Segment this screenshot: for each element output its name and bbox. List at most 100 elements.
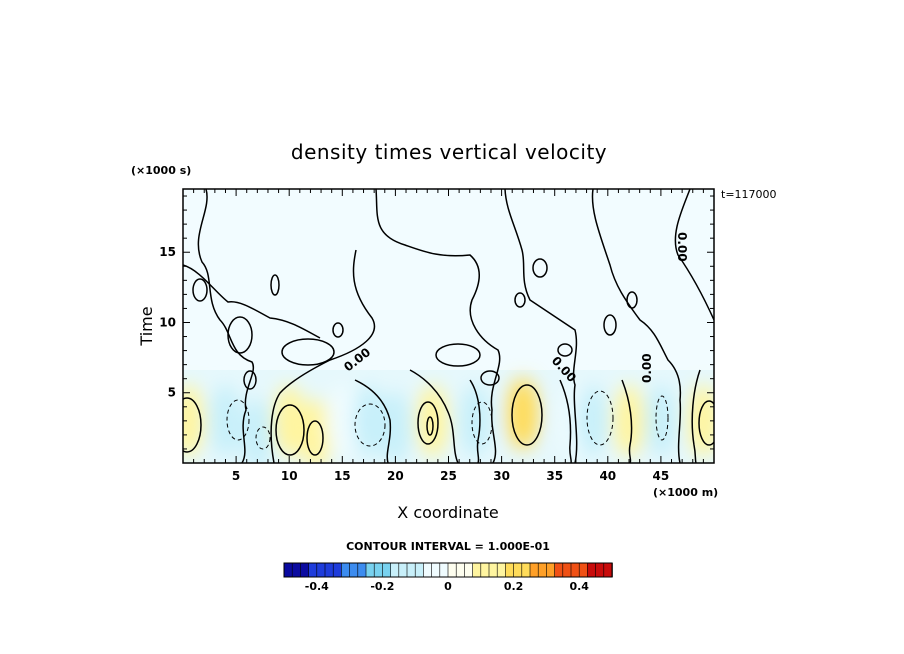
contour-island-13 [557, 343, 573, 357]
x-axis-label: X coordinate [397, 503, 498, 522]
contour-negative-4 [471, 401, 493, 445]
colorbar-swatch [546, 562, 556, 578]
colorbar-swatch [357, 562, 367, 578]
colorbar-tick-label: 0.4 [569, 580, 589, 593]
chart-title: density times vertical velocity [291, 140, 607, 164]
contour-interval-label: CONTOUR INTERVAL = 1.000E-01 [346, 540, 550, 553]
negative-contours [226, 390, 669, 450]
field-blob-1 [183, 384, 205, 457]
contour-solid-9 [354, 379, 392, 463]
contour-negative-6 [655, 395, 669, 441]
colorbar-swatch [587, 562, 597, 578]
contour-lines [183, 189, 714, 463]
contour-island-9 [332, 322, 344, 338]
y-tick-label: 10 [159, 315, 176, 329]
colorbar-swatch [513, 562, 523, 578]
colorbar-tick-label: -0.2 [370, 580, 394, 593]
colorbar-swatch [595, 562, 605, 578]
contour-positive-core [426, 416, 434, 436]
colorbar-tick-label: 0 [444, 580, 452, 593]
contour-island-5 [243, 370, 257, 390]
colorbar-swatch [439, 562, 449, 578]
contour-negative-1 [226, 399, 250, 441]
x-tick-label: 15 [334, 469, 351, 483]
field-blob-16 [687, 384, 714, 457]
x-tick-label: 35 [546, 469, 563, 483]
colorbar-frame [283, 562, 613, 578]
field-blob-4 [273, 384, 306, 457]
contour-island-4 [227, 316, 253, 354]
contour-solid-2 [375, 189, 501, 463]
contour-island-3 [281, 338, 335, 366]
x-tick-label: 20 [387, 469, 404, 483]
contour-label-4: 0.00 [675, 232, 689, 262]
plot-area: 0.00 0.00 0.00 0.00 [183, 189, 714, 463]
field-blob-13 [575, 384, 608, 457]
colorbar-ticks: -0.4 -0.2 0 0.2 0.4 [305, 580, 590, 593]
colorbar-swatch [480, 562, 490, 578]
contour-solid-8 [409, 369, 459, 463]
colorbar-swatch [423, 562, 433, 578]
colorbar-swatch [308, 562, 318, 578]
time-stamp: t=117000 [721, 188, 777, 201]
colorbar-swatch [332, 562, 343, 578]
colorbar-swatch [464, 562, 474, 578]
colorbar-swatch [398, 562, 408, 578]
y-axis: 5 10 15 [159, 195, 714, 450]
contour-solid-11 [559, 379, 572, 463]
colorbar-swatch [521, 562, 531, 578]
colorbar-swatch [603, 562, 613, 578]
contour-solid-5 [674, 189, 714, 321]
colorbar-swatch [373, 562, 384, 578]
contour-positive-blob-6 [698, 400, 714, 446]
colorbar-swatch [455, 562, 466, 578]
colorbar-swatch [291, 562, 302, 578]
colorbar-swatch [300, 562, 310, 578]
contour-island-1 [435, 343, 481, 367]
colorbar-swatch [496, 562, 507, 578]
y-units-label: (×1000 s) [131, 164, 191, 177]
colorbar-swatch [488, 562, 498, 578]
colorbar-swatch [406, 562, 416, 578]
contour-solid-3 [504, 189, 578, 463]
colorbar-swatch [382, 562, 392, 578]
colorbar-swatch [390, 562, 400, 578]
x-tick-label: 40 [599, 469, 616, 483]
y-tick-label: 15 [159, 245, 176, 259]
colorbar-swatch [578, 562, 589, 578]
field-blob-14 [613, 384, 646, 457]
field-blob-10 [459, 384, 492, 457]
colorbar-swatch [431, 562, 441, 578]
x-tick-label: 5 [232, 469, 240, 483]
colorbar-swatch [505, 562, 515, 578]
contour-negative-2 [255, 426, 271, 450]
colorbar-swatch [472, 562, 482, 578]
contour-label-3: 0.00 [640, 353, 654, 383]
contour-negative-5 [586, 390, 614, 446]
contour-solid-7 [183, 264, 321, 339]
colorbar-swatch [570, 562, 580, 578]
contour-negative-3 [354, 403, 386, 447]
x-units-label: (×1000 m) [653, 486, 718, 499]
colorbar-tick-label: -0.4 [305, 580, 329, 593]
colorbar-swatch [414, 562, 425, 578]
x-tick-label: 30 [493, 469, 510, 483]
contour-island-11 [626, 291, 638, 309]
colorbar-swatch [529, 562, 539, 578]
colorbar [283, 562, 613, 578]
contour-island-10 [192, 278, 208, 302]
colorbar-tick-label: 0.2 [504, 580, 524, 593]
field-blob-8 [379, 391, 412, 463]
contour-solid-4 [591, 189, 682, 463]
colorbar-swatch [537, 562, 548, 578]
contour-solid-10 [469, 379, 481, 463]
colorbar-swatch [349, 562, 359, 578]
field-blob-7 [352, 384, 385, 457]
x-tick-label: 45 [653, 469, 670, 483]
contour-island-7 [270, 274, 280, 296]
contour-solid-6 [270, 249, 375, 463]
y-tick-label: 5 [168, 386, 176, 400]
colorbar-swatch [562, 562, 572, 578]
colorbar-swatch [341, 562, 351, 578]
